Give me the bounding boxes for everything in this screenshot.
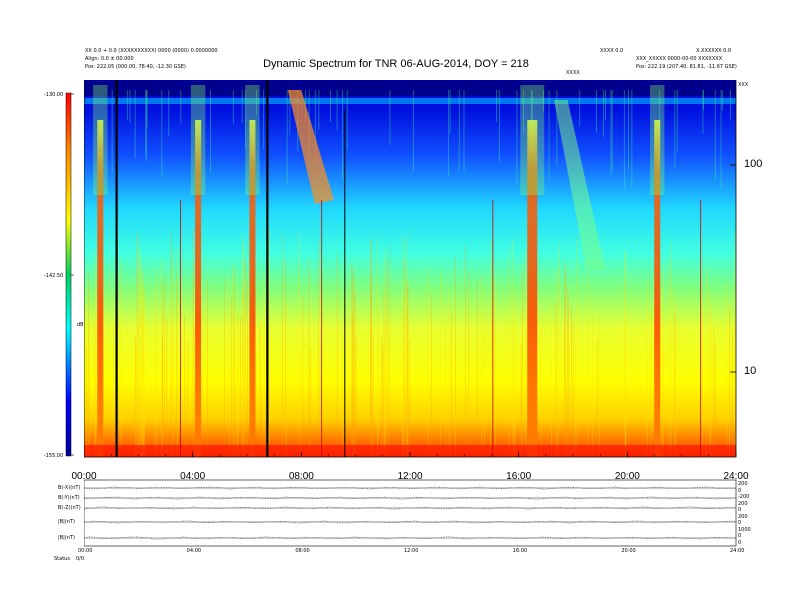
radio-burst xyxy=(97,120,104,457)
bottom-trace xyxy=(84,486,737,490)
radio-burst-halo xyxy=(93,85,108,195)
bottom-right-label: 0 xyxy=(738,539,742,546)
upper-band xyxy=(84,82,736,96)
colorbar-bottom-label: -155.00 xyxy=(44,453,64,459)
bottom-right-label: 1000 xyxy=(738,526,751,533)
radio-burst-halo xyxy=(190,85,206,195)
header-position-left: Pos: 222.05 (000.00, 78.40, -12.30 GSE) xyxy=(85,64,186,70)
bottom-right-label: 0 xyxy=(738,520,742,526)
bottom-row-label: B(-Z)(nT) xyxy=(58,505,81,511)
x-tick-label: 00:00 xyxy=(71,471,97,482)
bottom-panel-frame xyxy=(84,479,737,547)
y-tick-label: 100 xyxy=(744,158,763,170)
radio-burst-halo xyxy=(520,85,545,195)
status-label: Status xyxy=(54,556,70,562)
bottom-trace xyxy=(84,506,737,510)
header-corner-label: XXX xyxy=(738,82,749,88)
bottom-x-label: 12:00 xyxy=(404,548,419,554)
header-info-line1: XX 0.0 + 0.0 (XXXXXXXXXX) 0000 (0000) 0.… xyxy=(85,48,218,54)
spectrogram-axes xyxy=(84,80,737,458)
bottom-row-label: B(-Y)(nT) xyxy=(58,495,80,501)
bottom-trace xyxy=(84,496,737,500)
header-info-line2: Align: 0.0 ± 00.000 xyxy=(85,56,134,62)
bottom-trace xyxy=(84,520,737,524)
x-tick-label: 24:00 xyxy=(723,471,749,482)
bottom-right-label: 200 xyxy=(738,513,748,520)
bottom-x-label: 24:00 xyxy=(730,548,745,554)
bottom-panel xyxy=(84,479,737,547)
radio-burst xyxy=(654,120,661,457)
header-position-right: Pos: 222.19 (207.40, 81.81, -11.67 GSE) xyxy=(636,64,737,70)
radio-burst-halo xyxy=(650,85,665,195)
drift-feature xyxy=(553,100,606,270)
x-tick-label: 04:00 xyxy=(180,471,206,482)
bottom-x-label: 20:00 xyxy=(621,548,636,554)
x-tick-label: 20:00 xyxy=(614,471,640,482)
spectrogram-svg xyxy=(84,80,737,458)
colorbar-top-label: -130.00 xyxy=(44,92,64,98)
colorbar-gradient xyxy=(65,92,72,457)
spectrogram-plot xyxy=(84,80,736,457)
radio-burst xyxy=(527,120,538,457)
x-tick-label: 08:00 xyxy=(288,471,314,482)
spectrogram-background xyxy=(84,80,736,457)
bottom-right-label: 200 xyxy=(738,500,748,507)
bottom-right-label: 0 xyxy=(738,507,742,513)
bottom-row-label: |B|(nT) xyxy=(58,535,75,541)
x-tick-label: 12:00 xyxy=(397,471,423,482)
x-tick-label: 16:00 xyxy=(506,471,532,482)
bottom-right-label: -200 xyxy=(738,494,750,500)
bottom-right-label: 200 xyxy=(738,481,748,487)
bottom-right-label: 0 xyxy=(738,533,742,539)
bottom-row-label: |B|(nT) xyxy=(58,519,75,525)
colorbar xyxy=(65,92,74,457)
upper-cyan-band xyxy=(84,98,736,104)
header-info-right-a: XXXX 0.0 xyxy=(600,48,624,54)
header-info-right-line2: XXX_XXXXX 0000-00-00 XXXXXXX xyxy=(636,56,723,62)
bottom-panel-traces xyxy=(84,479,737,547)
bottom-x-label: 00:00 xyxy=(78,548,93,554)
radio-burst xyxy=(249,120,256,457)
colorbar-mid-label: -142.50 xyxy=(44,273,64,279)
y-tick-label: 10 xyxy=(744,365,757,377)
status-value: 0/0 xyxy=(76,556,85,562)
bottom-x-label: 04:00 xyxy=(186,548,202,554)
radio-burst-halo xyxy=(245,85,260,195)
bottom-row-label: B(-X)(nT) xyxy=(58,485,81,491)
bottom-trace xyxy=(84,536,737,540)
chart-title: Dynamic Spectrum for TNR 06-AUG-2014, DO… xyxy=(263,58,529,70)
colorbar-unit-label: dB xyxy=(77,322,84,328)
drift-feature xyxy=(287,90,334,204)
radio-burst xyxy=(195,120,202,457)
header-mid-label: XXXX xyxy=(566,70,580,76)
bottom-x-label: 16:00 xyxy=(512,548,528,554)
header-info-right-b: X.XXXXXX 0.0 xyxy=(696,48,732,54)
bottom-right-label: 0 xyxy=(738,487,742,494)
bottom-x-label: 08:00 xyxy=(295,548,310,554)
